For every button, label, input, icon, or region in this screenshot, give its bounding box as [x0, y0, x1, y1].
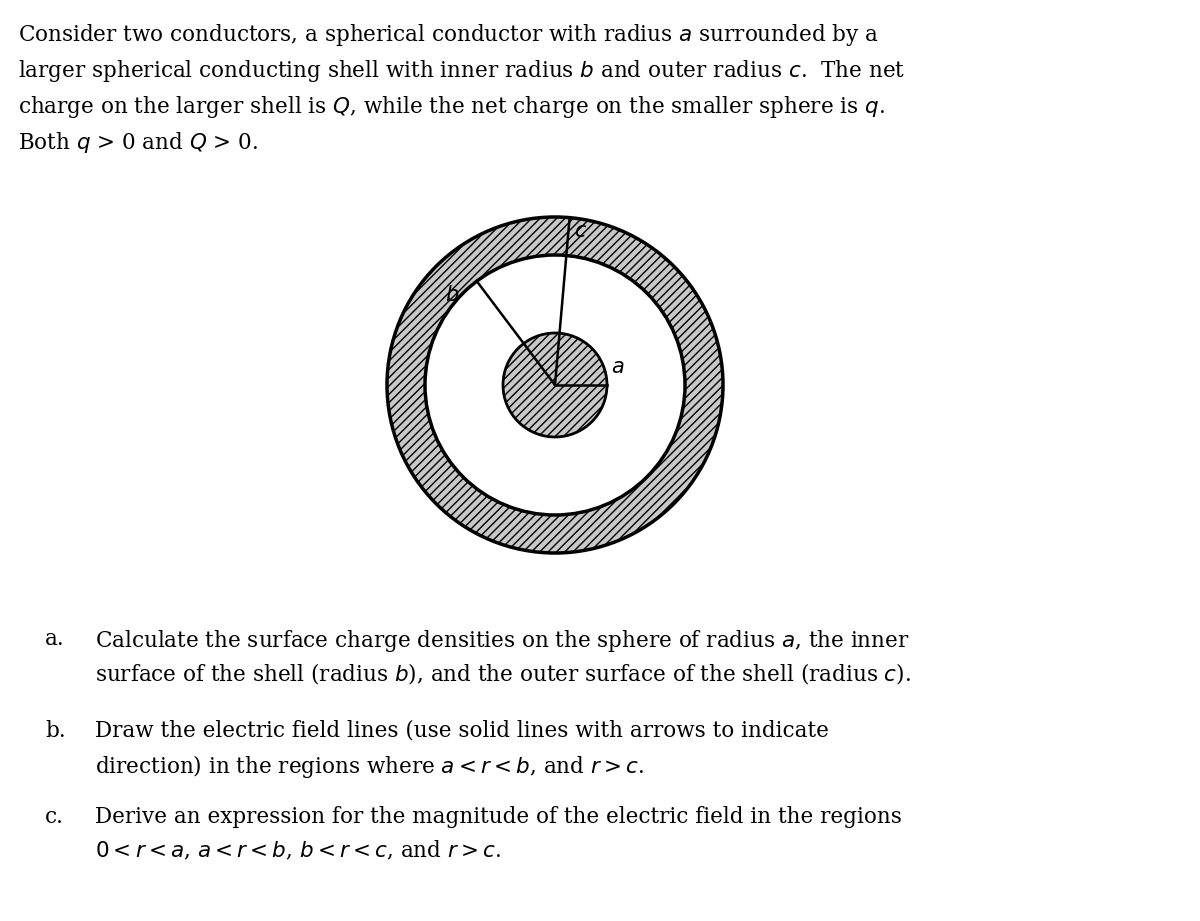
Text: larger spherical conducting shell with inner radius $b$ and outer radius $c$.  T: larger spherical conducting shell with i…	[18, 58, 905, 84]
Text: $a$: $a$	[611, 358, 624, 377]
Text: b.: b.	[46, 720, 66, 742]
Text: surface of the shell (radius $b$), and the outer surface of the shell (radius $c: surface of the shell (radius $b$), and t…	[95, 661, 911, 686]
Circle shape	[386, 217, 722, 553]
Text: $b$: $b$	[444, 286, 458, 305]
Text: c.: c.	[46, 806, 64, 828]
Circle shape	[425, 255, 685, 515]
Text: Calculate the surface charge densities on the sphere of radius $a$, the inner: Calculate the surface charge densities o…	[95, 628, 910, 654]
Text: $c$: $c$	[574, 222, 587, 240]
Circle shape	[503, 333, 607, 437]
Text: a.: a.	[46, 628, 65, 650]
Text: charge on the larger shell is $Q$, while the net charge on the smaller sphere is: charge on the larger shell is $Q$, while…	[18, 94, 884, 120]
Text: Derive an expression for the magnitude of the electric field in the regions: Derive an expression for the magnitude o…	[95, 806, 902, 828]
Text: direction) in the regions where $a < r < b$, and $r > c$.: direction) in the regions where $a < r <…	[95, 753, 644, 780]
Text: Draw the electric field lines (use solid lines with arrows to indicate: Draw the electric field lines (use solid…	[95, 720, 829, 742]
Text: Both $q$ > 0 and $Q$ > 0.: Both $q$ > 0 and $Q$ > 0.	[18, 130, 258, 155]
Text: Consider two conductors, a spherical conductor with radius $a$ surrounded by a: Consider two conductors, a spherical con…	[18, 22, 878, 48]
Text: $0 < r < a$, $a < r < b$, $b < r < c$, and $r > c$.: $0 < r < a$, $a < r < b$, $b < r < c$, a…	[95, 839, 502, 862]
